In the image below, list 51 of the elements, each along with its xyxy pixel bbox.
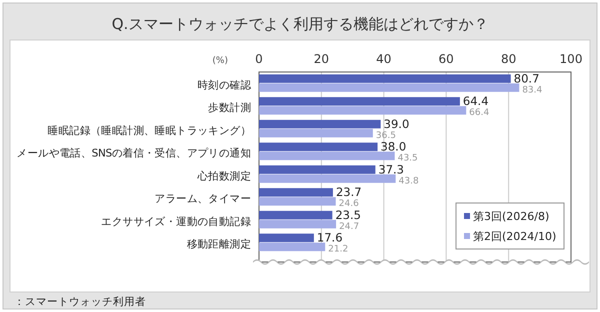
data-label: 37.3 (378, 162, 404, 176)
y-tick-label: 時刻の確認 (197, 78, 252, 92)
bar (259, 106, 466, 115)
y-tick-label: 心拍数測定 (196, 169, 252, 182)
bar (259, 152, 395, 160)
data-label: 17.6 (316, 230, 343, 245)
data-label: 64.4 (462, 94, 489, 108)
data-label: 36.5 (376, 130, 396, 141)
data-label: 24.6 (338, 199, 360, 210)
bar (259, 142, 378, 152)
y-tick-label: 睡眠記録（睡眠計測、睡眠トラッキング） (48, 124, 251, 137)
data-label: 43.8 (398, 176, 419, 186)
data-label: 24.7 (339, 222, 360, 232)
y-tick-label: 歩数計測 (208, 101, 252, 114)
bar (259, 83, 520, 92)
data-label: 23.5 (335, 208, 361, 222)
data-label: 38.0 (380, 140, 406, 154)
y-tick-label: 移動距離測定 (186, 238, 252, 251)
data-label: 66.4 (469, 108, 490, 118)
chart-title: Q.スマートウォッチでよく利用する機能はどれですか？ (112, 15, 488, 33)
bar (259, 210, 332, 220)
data-label: 83.4 (522, 85, 543, 96)
bar (259, 74, 511, 83)
bar (259, 128, 373, 138)
data-label: 21.2 (328, 244, 348, 255)
y-tick-label: アラーム、タイマー (154, 193, 252, 206)
bar (259, 197, 336, 206)
y-tick-label: メールや電話、SNSの着信・受信、アプリの通知 (16, 146, 251, 160)
x-axis-title: (%) (212, 56, 228, 66)
bar (259, 220, 336, 228)
bar (259, 97, 460, 106)
bar (259, 188, 333, 197)
x-tick-label: 80 (500, 52, 516, 66)
legend-label: 第2回(2024/10) (473, 230, 556, 243)
bar (259, 120, 381, 128)
x-tick-label: 60 (438, 52, 454, 66)
bar (259, 165, 376, 174)
data-label: 39.0 (384, 116, 410, 131)
data-label: 80.7 (514, 71, 540, 86)
x-tick-label: 0 (255, 52, 263, 66)
bar (259, 234, 314, 242)
x-tick-label: 40 (376, 52, 392, 66)
bar (259, 242, 326, 252)
data-label: 43.5 (398, 154, 418, 164)
x-tick-label: 100 (560, 52, 582, 66)
text: ：スマートウォッチ利用者 (14, 295, 146, 308)
data-label: 23.7 (336, 185, 362, 200)
y-tick-label: エクササイズ・運動の自動記録 (101, 214, 252, 228)
x-tick-label: 20 (314, 52, 330, 66)
bar (259, 174, 396, 183)
legend-label: 第3回(2026/8) (473, 210, 550, 223)
